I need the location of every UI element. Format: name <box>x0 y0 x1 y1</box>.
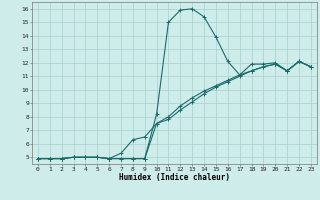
X-axis label: Humidex (Indice chaleur): Humidex (Indice chaleur) <box>119 173 230 182</box>
